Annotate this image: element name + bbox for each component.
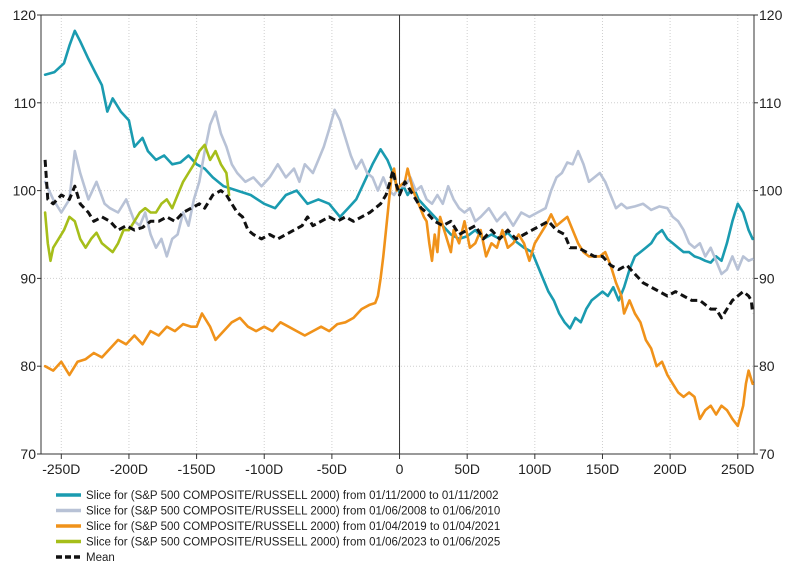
x-tick-label: 0	[396, 461, 404, 477]
x-tick-label: -50D	[317, 461, 347, 477]
y-tick-label-left: 90	[20, 270, 36, 286]
y-tick-label-right: 70	[759, 446, 775, 462]
y-tick-label-right: 100	[759, 183, 783, 199]
x-tick-label: 50D	[454, 461, 480, 477]
y-tick-label-left: 100	[13, 183, 37, 199]
axes	[37, 14, 758, 459]
y-tick-label-left: 120	[13, 7, 37, 23]
y-tick-label-right: 80	[759, 358, 775, 374]
x-tick-label: -250D	[42, 461, 80, 477]
y-tick-label-left: 70	[20, 446, 36, 462]
x-tick-label: -200D	[110, 461, 148, 477]
legend-label-5: Mean	[86, 552, 115, 561]
series-line-2	[43, 108, 754, 276]
y-tick-label-right: 120	[759, 7, 783, 23]
y-tick-label-right: 90	[759, 270, 775, 286]
legend: Slice for (S&P 500 COMPOSITE/RUSSELL 200…	[56, 490, 500, 564]
y-tick-label-right: 110	[759, 95, 782, 111]
x-tick-label: -150D	[178, 461, 216, 477]
x-tick-label: 250D	[721, 461, 754, 477]
legend-label-2: Slice for (S&P 500 COMPOSITE/RUSSELL 200…	[86, 506, 500, 518]
series-group	[43, 29, 755, 428]
x-tick-label: 200D	[653, 461, 686, 477]
x-tick-label: -100D	[245, 461, 283, 477]
legend-label-4: Slice for (S&P 500 COMPOSITE/RUSSELL 200…	[86, 537, 500, 549]
series-line-4	[43, 143, 231, 263]
series-line-1	[43, 29, 754, 330]
series-line-3	[43, 167, 754, 428]
legend-label-1: Slice for (S&P 500 COMPOSITE/RUSSELL 200…	[86, 490, 499, 502]
legend-label-3: Slice for (S&P 500 COMPOSITE/RUSSELL 200…	[86, 521, 500, 533]
x-tick-label: 150D	[586, 461, 619, 477]
y-tick-label-left: 110	[14, 95, 37, 111]
plot-frame	[40, 14, 755, 455]
y-tick-label-left: 80	[20, 358, 36, 374]
x-tick-label: 100D	[518, 461, 551, 477]
tick-labels: -250D -200D -150D -100D -50D 0 50D 100D 150D 200D…	[13, 7, 783, 477]
